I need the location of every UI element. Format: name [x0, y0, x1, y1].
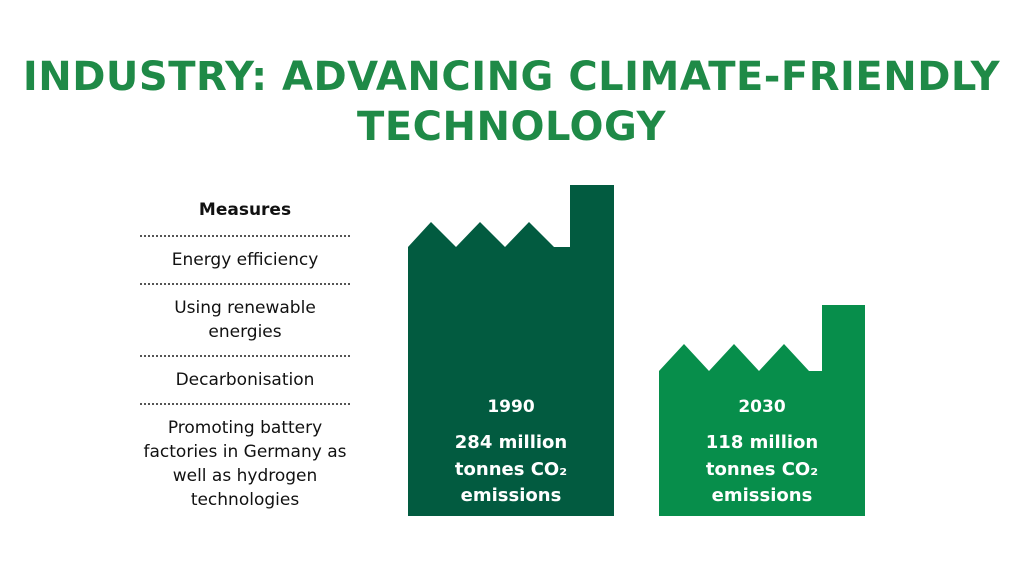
factory-2030-year: 2030 — [738, 397, 786, 417]
measures-heading: Measures — [198, 200, 292, 220]
factory-1990-unit: tonnes CO₂ — [454, 459, 568, 480]
factory-2030-icon — [659, 305, 865, 516]
title-line-1: INDUSTRY: ADVANCING CLIMATE-FRIENDLY — [22, 54, 1001, 100]
measure-item-decarbonisation: Decarbonisation — [140, 355, 350, 403]
factory-1990-shape — [408, 185, 614, 516]
factory-1990-year: 1990 — [487, 397, 535, 417]
factory-2030-label: emissions — [711, 485, 813, 506]
factory-2030-unit: tonnes CO₂ — [705, 459, 819, 480]
measure-item-energy-efficiency: Energy efficiency — [140, 235, 350, 283]
factory-1990-label: emissions — [460, 485, 562, 506]
measure-item-renewable-energies: Using renewable energies — [140, 283, 350, 355]
factory-1990-amount: 284 million — [454, 432, 568, 453]
title-line-2: TECHNOLOGY — [357, 104, 666, 150]
factory-2030-shape — [659, 305, 865, 516]
page-title: INDUSTRY: ADVANCING CLIMATE-FRIENDLY TEC… — [0, 52, 1023, 152]
factory-2030: 2030 118 million tonnes CO₂ emissions — [659, 305, 865, 516]
measures-list: Measures Energy efficiency Using renewab… — [140, 194, 350, 512]
factory-1990: 1990 284 million tonnes CO₂ emissions — [408, 185, 614, 516]
factory-2030-amount: 118 million — [705, 432, 819, 453]
measure-item-battery-hydrogen: Promoting battery factories in Germany a… — [140, 403, 350, 512]
factory-1990-icon — [408, 185, 614, 516]
